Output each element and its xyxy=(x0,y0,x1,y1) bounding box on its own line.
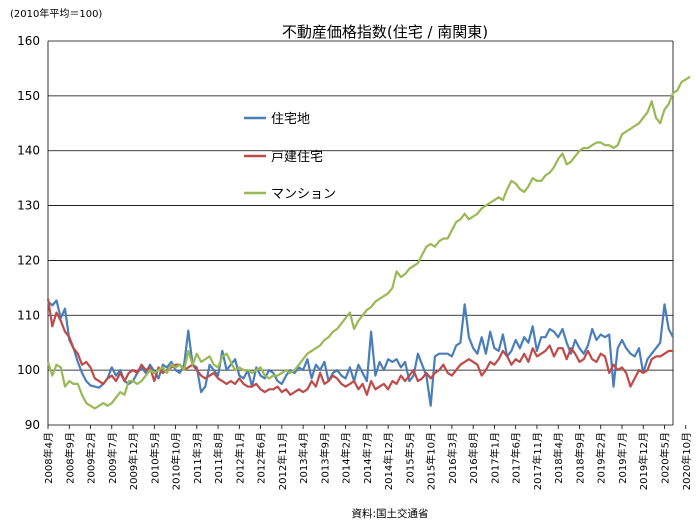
x-tick-label: 2009年2月 xyxy=(85,432,98,484)
source-label: 資料:国土交通省 xyxy=(351,507,428,520)
legend-label-0: 住宅地 xyxy=(271,112,310,127)
series-line-0 xyxy=(47,299,674,407)
x-tick-label: 2016年8月 xyxy=(467,432,480,484)
chart-title: 不動産価格指数(住宅 / 南関東) xyxy=(282,23,488,41)
x-tick-label: 2009年7月 xyxy=(106,432,119,484)
x-tick-label: 2009年12月 xyxy=(127,432,140,490)
y-tick-label: 150 xyxy=(17,89,40,103)
y-tick-label: 120 xyxy=(17,253,40,267)
y-tick-label: 160 xyxy=(17,34,40,48)
x-tick-label: 2013年4月 xyxy=(297,432,310,484)
y-tick-label: 130 xyxy=(17,199,40,213)
x-tick-label: 2018年4月 xyxy=(552,432,565,484)
series-lines xyxy=(46,75,691,410)
legend-label-2: マンション xyxy=(271,187,336,202)
x-tick-label: 2010年5月 xyxy=(148,432,161,484)
x-tick-label: 2020年5月 xyxy=(658,432,671,484)
x-tick-label: 2008年9月 xyxy=(63,432,76,484)
x-tick-label: 2017年6月 xyxy=(510,432,523,484)
x-tick-label: 2015年10月 xyxy=(425,432,438,490)
legend-label-1: 戸建住宅 xyxy=(271,150,323,165)
x-tick-label: 2020年10月 xyxy=(680,432,693,490)
x-tick-label: 2012年1月 xyxy=(233,432,246,484)
x-tick-label: 2014年7月 xyxy=(361,432,374,484)
x-tick-label: 2011年3月 xyxy=(191,432,204,484)
x-axis: 2008年4月 2008年9月 2009年2月 2009年7月 2009年12月 2010… xyxy=(42,425,693,490)
x-tick-label: 2014年12月 xyxy=(382,432,395,490)
x-tick-label: 2017年11月 xyxy=(531,432,544,490)
unit-label: (2010年平均＝100) xyxy=(10,7,102,20)
y-tick-label: 110 xyxy=(17,308,40,322)
x-tick-label: 2010年10月 xyxy=(170,432,183,490)
x-tick-label: 2008年4月 xyxy=(42,432,55,484)
x-tick-label: 2017年1月 xyxy=(488,432,501,484)
x-tick-label: 2012年11月 xyxy=(276,432,289,490)
x-tick-label: 2019年12月 xyxy=(637,432,650,490)
x-tick-label: 2012年6月 xyxy=(255,432,268,484)
x-tick-label: 2013年9月 xyxy=(318,432,331,484)
series-line-1 xyxy=(46,298,673,396)
x-tick-label: 2018年9月 xyxy=(573,432,586,484)
y-tick-label: 140 xyxy=(17,144,40,158)
y-tick-label: 100 xyxy=(17,363,40,377)
x-tick-label: 2019年7月 xyxy=(616,432,629,484)
y-axis-ticks: 90 100 110 120 130 140 150 160 xyxy=(17,34,40,432)
series-line-2 xyxy=(46,75,691,410)
y-tick-label: 90 xyxy=(25,418,40,432)
x-tick-label: 2011年8月 xyxy=(212,432,225,484)
x-tick-label: 2016年3月 xyxy=(446,432,459,484)
x-tick-label: 2019年2月 xyxy=(595,432,608,484)
x-tick-label: 2014年2月 xyxy=(340,432,353,484)
x-tick-label: 2015年5月 xyxy=(403,432,416,484)
